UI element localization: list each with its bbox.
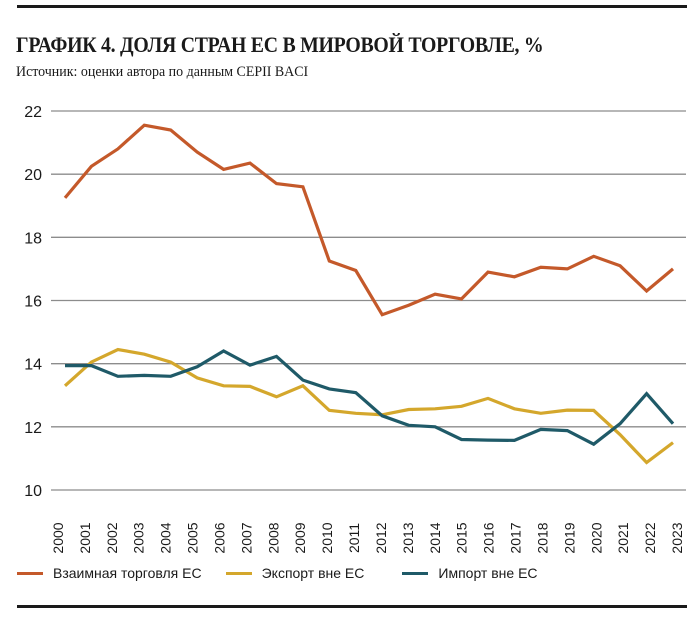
y-tick-label: 20 [24, 167, 42, 184]
x-tick-label: 2009 [292, 522, 308, 553]
x-tick-label: 2019 [561, 522, 577, 553]
x-tick-label: 2022 [642, 522, 658, 553]
legend-item-extra-eu-export: Экспорт вне ЕС [225, 565, 365, 581]
y-tick-label: 18 [24, 230, 42, 247]
x-tick-label: 2021 [615, 522, 631, 553]
x-tick-label: 2017 [508, 522, 524, 553]
y-tick-label: 12 [24, 420, 42, 437]
top-rule [17, 5, 687, 8]
chart-title: ГРАФИК 4. ДОЛЯ СТРАН ЕС В МИРОВОЙ ТОРГОВ… [16, 32, 544, 57]
legend-item-intra-eu-trade: Взаимная торговля ЕС [17, 565, 202, 581]
series-line-extra-eu-import [65, 349, 675, 447]
x-tick-label: 2014 [427, 522, 443, 553]
x-tick-label: 2023 [669, 522, 685, 553]
x-tick-label: 2007 [238, 522, 254, 553]
legend-label: Импорт вне ЕС [438, 565, 538, 581]
x-tick-label: 2006 [211, 522, 227, 553]
legend-swatch [17, 571, 43, 575]
x-tick-label: 2012 [373, 522, 389, 553]
y-tick-label: 16 [24, 294, 42, 311]
y-tick-label: 22 [24, 104, 42, 121]
legend-label: Взаимная торговля ЕС [53, 565, 202, 581]
chart-subtitle: Источник: оценки автора по данным CEPII … [16, 64, 309, 80]
series-lines [63, 123, 675, 465]
x-tick-label: 2020 [588, 522, 604, 553]
x-tick-label: 2013 [400, 522, 416, 553]
x-tick-label: 2002 [104, 522, 120, 553]
x-tick-label: 2003 [131, 522, 147, 553]
bottom-rule [17, 605, 687, 608]
x-tick-label: 2001 [77, 522, 93, 553]
series-line-extra-eu-export [63, 347, 674, 465]
x-tick-label: 2016 [481, 522, 497, 553]
x-tick-label: 2000 [50, 522, 66, 553]
legend: Взаимная торговля ЕС Экспорт вне ЕС Импорт… [17, 565, 562, 581]
x-tick-label: 2018 [534, 522, 550, 553]
x-axis-tick-labels: 2000 2001 2002 2003 2004 2005 2006 2007 2008 2009… [50, 522, 685, 553]
legend-label: Экспорт вне ЕС [261, 565, 365, 581]
y-axis-tick-labels: 10 12 14 16 18 20 22 [24, 104, 42, 500]
y-tick-label: 10 [24, 483, 42, 500]
series-line-intra-eu-trade [63, 123, 675, 317]
y-tick-label: 14 [24, 357, 42, 374]
x-tick-label: 2015 [454, 522, 470, 553]
x-tick-label: 2005 [185, 522, 201, 553]
x-tick-label: 2011 [346, 523, 362, 553]
x-tick-label: 2008 [265, 522, 281, 553]
x-tick-label: 2004 [158, 522, 174, 553]
grid-lines [51, 110, 686, 491]
legend-item-extra-eu-import: Импорт вне ЕС [402, 565, 538, 581]
legend-swatch [225, 571, 252, 575]
x-tick-label: 2010 [319, 522, 335, 553]
legend-swatch [402, 571, 429, 575]
